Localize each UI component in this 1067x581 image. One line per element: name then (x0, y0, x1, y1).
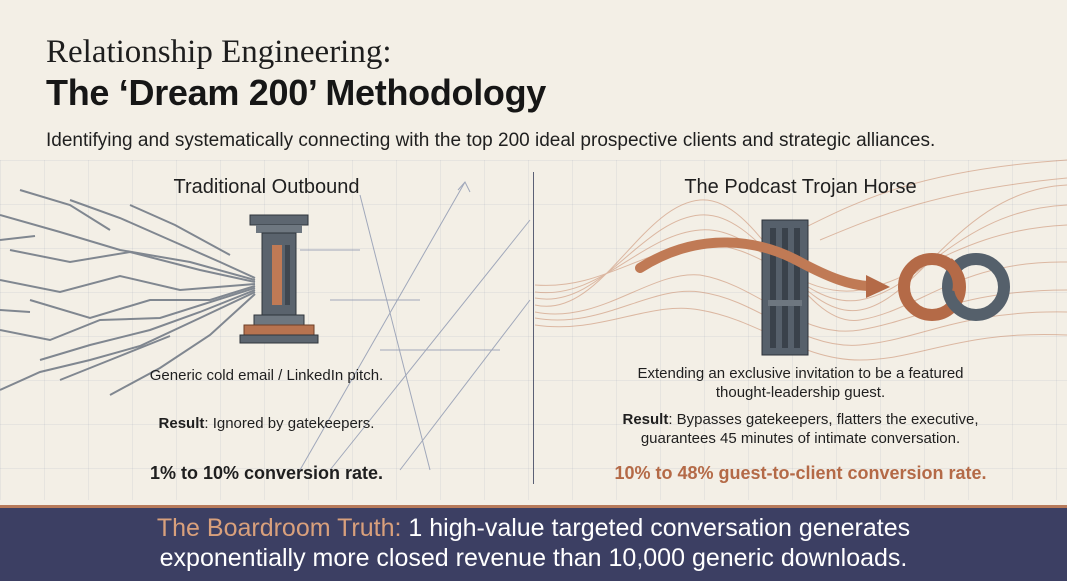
blueprint-lines (299, 181, 531, 471)
footer-statement: The Boardroom Truth: 1 high-value target… (0, 513, 1067, 573)
scattered-arrows-icon (0, 189, 256, 396)
left-result: Result: Ignored by gatekeepers. (0, 414, 533, 433)
slotted-pillar-icon (761, 219, 809, 356)
right-result-label: Result (622, 411, 669, 428)
right-description: Extending an exclusive invitation to be … (534, 364, 1067, 402)
left-conversion-rate: 1% to 10% conversion rate. (149, 463, 384, 483)
pillar-icon (239, 214, 319, 344)
left-description: Generic cold email / LinkedIn pitch. (149, 367, 384, 384)
left-heading: Traditional Outbound (173, 176, 360, 198)
page-subtitle: Identifying and systematically connectin… (46, 130, 936, 151)
linked-rings-icon (898, 253, 1010, 321)
right-description-line2: thought-leadership guest. (715, 384, 886, 401)
right-result: Result: Bypasses gatekeepers, flatters t… (534, 410, 1067, 448)
footer-line2: exponentially more closed revenue than 1… (159, 544, 908, 572)
right-result-line2: guarantees 45 minutes of intimate conver… (640, 430, 961, 447)
right-description-line1: Extending an exclusive invitation to be … (637, 365, 964, 382)
page-title-line1: Relationship Engineering: (46, 34, 392, 70)
right-heading: The Podcast Trojan Horse (684, 176, 917, 198)
page-title-line2: The ‘Dream 200’ Methodology (46, 72, 547, 113)
left-result-text: : Ignored by gatekeepers. (204, 415, 375, 432)
footer-banner (0, 505, 1067, 581)
right-result-line1: : Bypasses gatekeepers, flatters the exe… (668, 411, 979, 428)
footer-line1: 1 high-value targeted conversation gener… (401, 514, 911, 542)
trojan-arrow-icon (635, 237, 890, 298)
right-conversion-rate: 10% to 48% guest-to-client conversion ra… (614, 463, 987, 483)
footer-highlight: The Boardroom Truth: (156, 514, 402, 542)
column-divider (533, 172, 534, 484)
left-result-label: Result (158, 415, 205, 432)
